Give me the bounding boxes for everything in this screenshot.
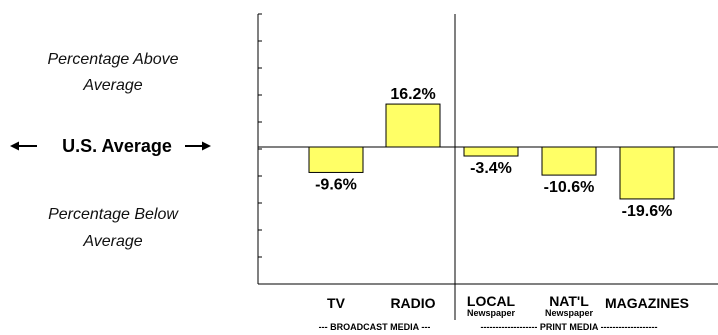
value-labels: -9.6% 16.2% -3.4% -10.6% -19.6% (315, 86, 672, 220)
value-label: -10.6% (544, 179, 595, 196)
category-label: MAGAZINES (605, 295, 689, 311)
bars (308, 103, 675, 200)
group-label: ------------------- PRINT MEDIA --------… (480, 322, 657, 332)
category-label: LOCAL (467, 293, 516, 309)
value-label: 16.2% (390, 86, 435, 103)
us-average-label: U.S. Average (10, 136, 211, 156)
category-label: NAT'L (549, 293, 589, 309)
bar-3 (541, 146, 597, 176)
left-arrow-icon (10, 141, 19, 151)
above-average-note-line2: Average (82, 77, 142, 94)
group-label: --- BROADCAST MEDIA --- (319, 322, 431, 332)
bar-4 (619, 146, 675, 200)
left-annotations: Percentage Above Average U.S. Average Pe… (10, 51, 211, 250)
below-average-note-line2: Average (82, 233, 142, 250)
us-average-text: U.S. Average (62, 136, 172, 156)
category-sublabel: Newspaper (467, 308, 516, 318)
plot-area: -9.6% 16.2% -3.4% -10.6% -19.6% TV RADIO LOCAL… (257, 13, 718, 332)
right-arrow-icon (202, 141, 211, 151)
bar-1 (385, 103, 441, 148)
category-label: TV (327, 295, 346, 311)
value-label: -3.4% (470, 160, 512, 177)
category-label: RADIO (390, 295, 435, 311)
y-axis-ticks (258, 13, 262, 285)
above-average-note-line1: Percentage Above (47, 51, 178, 68)
value-label: -9.6% (315, 176, 357, 193)
category-labels: TV RADIO LOCALNewspaperNAT'LNewspaperMAGAZ… (327, 293, 689, 318)
below-average-note-line1: Percentage Below (48, 206, 179, 223)
value-label: -19.6% (622, 203, 673, 220)
category-sublabel: Newspaper (545, 308, 594, 318)
bar-2 (463, 146, 519, 157)
group-labels: --- BROADCAST MEDIA --- -----------------… (319, 322, 658, 332)
bar-0 (308, 146, 364, 173)
